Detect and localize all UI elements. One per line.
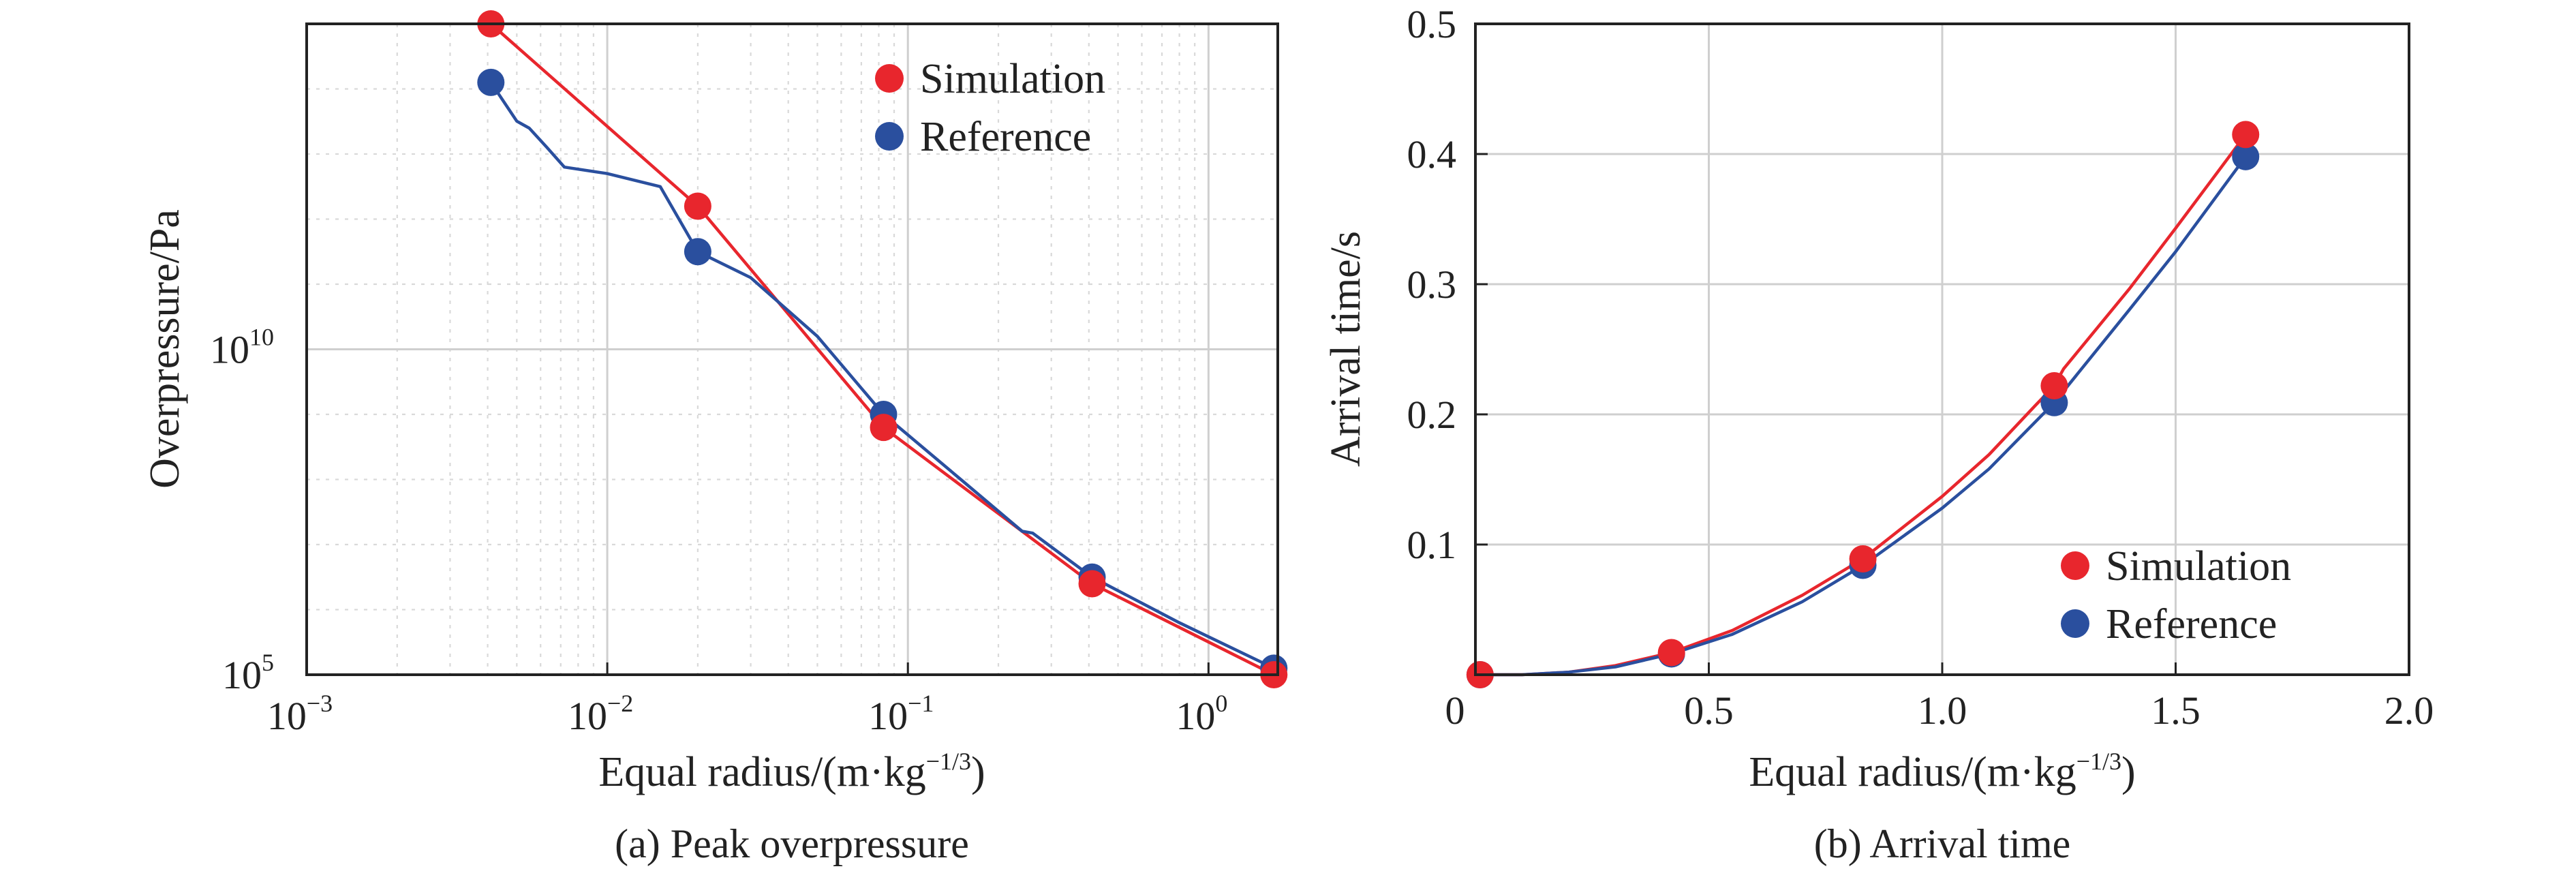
y-tick-label: 0.1 <box>1407 523 1457 567</box>
tick-labels: 0 0.5 1.0 1.5 2.0 0.1 0.2 0.3 0.4 0.5 <box>1407 2 2434 733</box>
x-tick-label: 100 <box>1176 690 1227 738</box>
reference-line <box>1479 155 2248 677</box>
y-tick-label: 0.3 <box>1407 262 1457 307</box>
reference-point <box>2232 142 2260 170</box>
x-tick-label: 1.5 <box>2151 688 2201 733</box>
simulation-point <box>1078 570 1106 598</box>
x-axis-label: Equal radius/(m·kg−1/3) <box>1749 748 2135 795</box>
series-markers <box>1466 121 2260 688</box>
y-axis-label: Arrival time/s <box>1323 231 1369 467</box>
caption: (b) Arrival time <box>1814 821 2071 866</box>
legend-marker-reference <box>2061 609 2089 638</box>
simulation-point <box>1849 545 1877 573</box>
reference-point <box>684 238 711 266</box>
reference-line <box>489 81 1275 670</box>
simulation-point <box>2232 121 2260 149</box>
grid <box>307 24 1278 675</box>
grid <box>1475 24 2409 675</box>
plot-frame <box>305 22 1279 676</box>
x-tick-label: 10−2 <box>568 690 633 738</box>
tick-labels: 10−3 10−2 10−1 100 105 1010 <box>210 324 1227 739</box>
x-tick-label: 10−1 <box>868 690 934 738</box>
legend-marker-simulation <box>875 64 904 93</box>
x-tick-label: 10−3 <box>267 690 333 738</box>
legend-label-reference: Reference <box>920 114 1091 160</box>
y-tick-label: 0.5 <box>1407 2 1457 46</box>
reference-point <box>477 68 505 96</box>
y-axis-label: Overpressure/Pa <box>142 209 188 489</box>
legend-marker-simulation <box>2061 551 2089 580</box>
series-lines <box>1479 134 2248 677</box>
legend-marker-reference <box>875 122 904 151</box>
simulation-point <box>870 414 898 442</box>
y-tick-label: 105 <box>222 649 274 697</box>
x-tick-label: 2.0 <box>2385 688 2434 733</box>
peak-overpressure-chart: 10−3 10−2 10−1 100 105 1010 Simulation Referen… <box>142 10 1288 866</box>
x-axis-label: Equal radius/(m·kg−1/3) <box>598 748 985 795</box>
legend-label-simulation: Simulation <box>920 56 1105 102</box>
x-tick-label: 0 <box>1445 688 1465 733</box>
y-tick-label: 0.4 <box>1407 132 1457 177</box>
y-tick-label: 1010 <box>210 324 274 372</box>
x-tick-label: 1.0 <box>1918 688 1967 733</box>
legend-label-simulation: Simulation <box>2106 543 2291 590</box>
caption: (a) Peak overpressure <box>615 821 969 866</box>
simulation-point <box>1657 639 1685 667</box>
x-tick-label: 0.5 <box>1684 688 1734 733</box>
legend-label-reference: Reference <box>2106 601 2277 647</box>
simulation-line <box>1479 134 2248 677</box>
arrival-time-chart: 0 0.5 1.0 1.5 2.0 0.1 0.2 0.3 0.4 0.5 Simulation R… <box>1323 2 2434 866</box>
legend: Simulation Reference <box>875 56 1105 160</box>
legend: Simulation Reference <box>2061 543 2291 647</box>
simulation-point <box>2040 371 2068 399</box>
y-tick-label: 0.2 <box>1407 393 1457 437</box>
simulation-point <box>684 192 711 220</box>
